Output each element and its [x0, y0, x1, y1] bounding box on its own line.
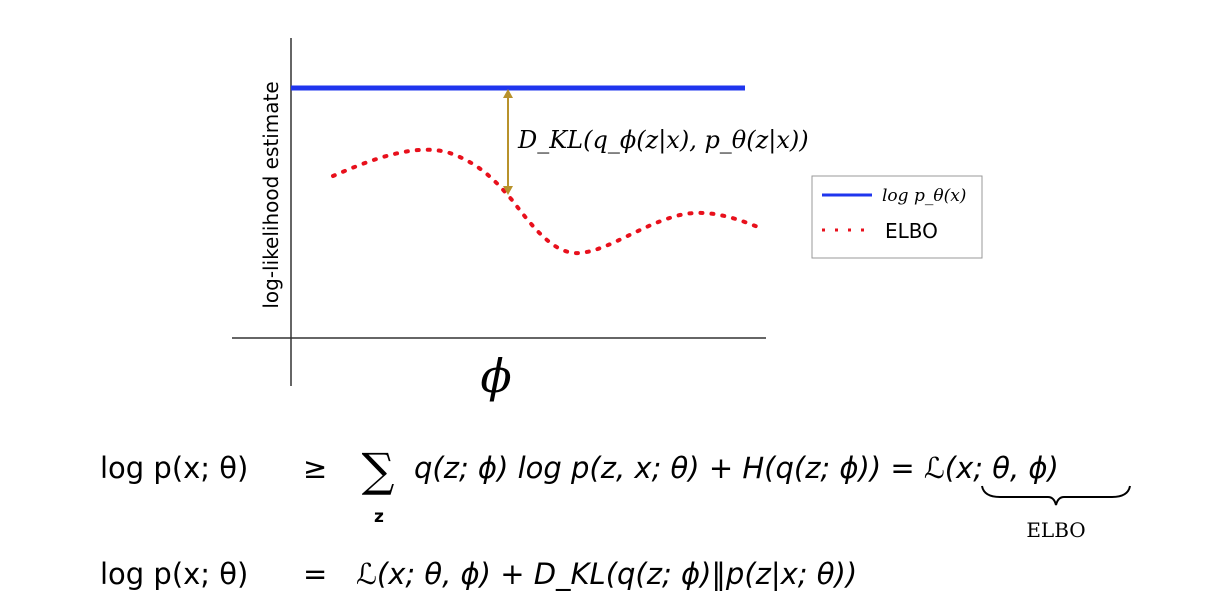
equation-relation: =: [303, 557, 327, 591]
equation-lhs: log p(x; θ): [100, 557, 248, 591]
kl-arrow: [503, 89, 513, 195]
x-axis-label: ϕ: [480, 349, 511, 403]
legend-box: [811, 175, 983, 259]
kl-annotation: D_KL(q_ϕ(z|x), p_θ(z|x)): [517, 126, 809, 155]
legend-label: log p_θ(x): [882, 186, 966, 206]
equation-relation: ≥: [303, 451, 327, 485]
legend-label: ELBO: [885, 219, 938, 243]
equation-rhs: q(z; ϕ) log p(z, x; θ) + H(q(z; ϕ)) = ℒ(…: [414, 451, 1059, 485]
equation-rhs: ℒ(x; θ, ϕ) + D_KL(q(z; ϕ)‖p(z|x; θ)): [356, 557, 857, 591]
y-axis-label: log-likelihood estimate: [259, 81, 283, 308]
brace-label: ELBO: [1026, 518, 1085, 542]
sum-index: z: [374, 507, 384, 527]
elbo-curve: [331, 147, 760, 256]
sum-symbol: ∑: [362, 443, 395, 497]
underbrace: [981, 485, 1131, 506]
equation-lhs: log p(x; θ): [100, 451, 248, 485]
